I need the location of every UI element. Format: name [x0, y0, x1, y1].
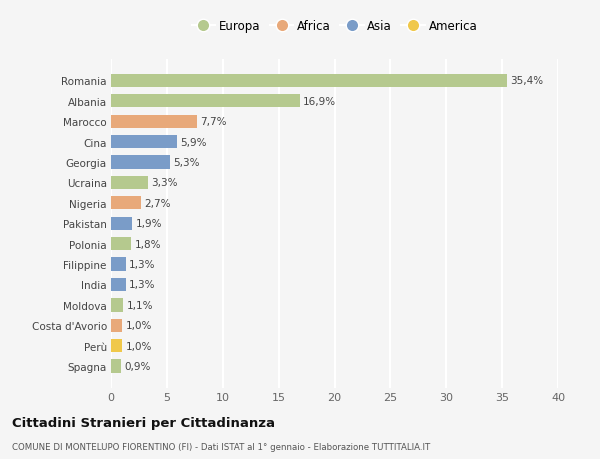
Text: 0,9%: 0,9% [124, 361, 151, 371]
Text: 7,7%: 7,7% [200, 117, 227, 127]
Text: 35,4%: 35,4% [510, 76, 543, 86]
Text: 1,0%: 1,0% [125, 320, 152, 330]
Bar [111, 299, 123, 312]
Bar [111, 74, 506, 88]
Bar [111, 278, 125, 291]
Text: 5,9%: 5,9% [180, 137, 207, 147]
Bar [111, 319, 122, 332]
Text: 1,8%: 1,8% [134, 239, 161, 249]
Text: 16,9%: 16,9% [303, 96, 337, 106]
Bar [111, 95, 300, 108]
Text: 2,7%: 2,7% [145, 198, 171, 208]
Text: 3,3%: 3,3% [151, 178, 178, 188]
Legend: Europa, Africa, Asia, America: Europa, Africa, Asia, America [191, 20, 478, 33]
Text: Cittadini Stranieri per Cittadinanza: Cittadini Stranieri per Cittadinanza [12, 416, 275, 429]
Bar [111, 115, 197, 129]
Bar [111, 136, 177, 149]
Text: 1,9%: 1,9% [136, 219, 162, 229]
Text: 1,0%: 1,0% [125, 341, 152, 351]
Bar [111, 217, 132, 230]
Bar [111, 360, 121, 373]
Text: 1,3%: 1,3% [129, 259, 155, 269]
Bar [111, 156, 170, 169]
Bar [111, 237, 131, 251]
Bar [111, 339, 122, 353]
Text: COMUNE DI MONTELUPO FIORENTINO (FI) - Dati ISTAT al 1° gennaio - Elaborazione TU: COMUNE DI MONTELUPO FIORENTINO (FI) - Da… [12, 442, 430, 451]
Text: 1,1%: 1,1% [127, 300, 153, 310]
Bar [111, 197, 141, 210]
Bar [111, 258, 125, 271]
Text: 1,3%: 1,3% [129, 280, 155, 290]
Text: 5,3%: 5,3% [173, 158, 200, 168]
Bar [111, 176, 148, 190]
